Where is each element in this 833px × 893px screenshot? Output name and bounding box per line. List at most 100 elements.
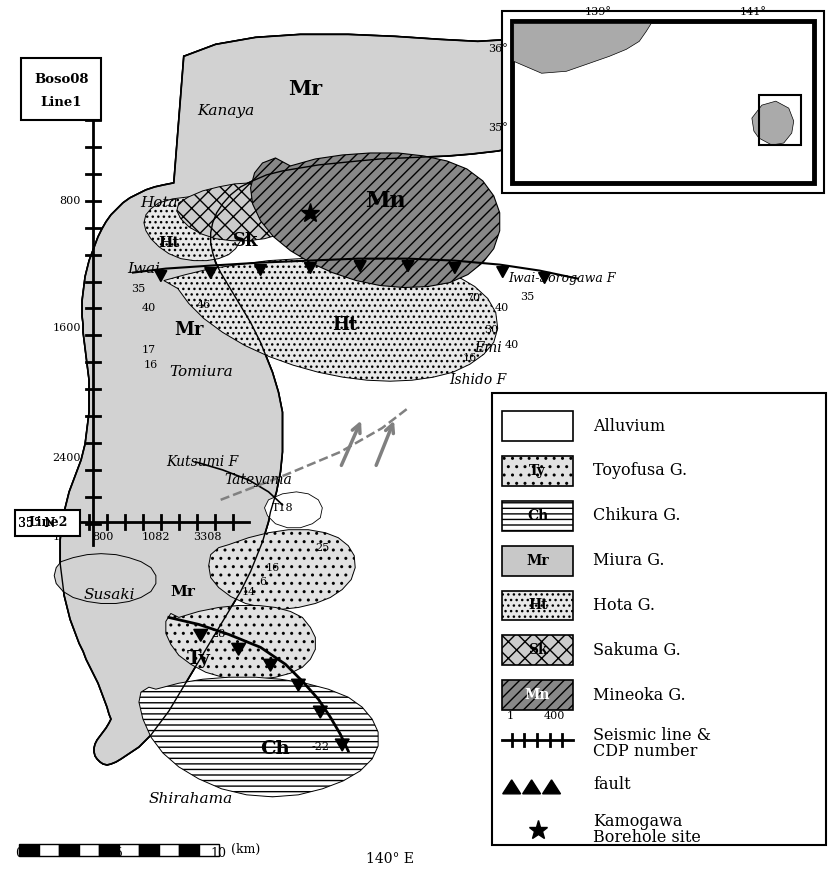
Polygon shape [354, 261, 367, 271]
Text: 35° N: 35° N [17, 517, 55, 530]
Text: Mr: Mr [174, 321, 203, 339]
Polygon shape [164, 256, 498, 381]
Bar [501, 411, 573, 441]
Text: 28: 28 [212, 630, 226, 639]
Text: Toyofusa G.: Toyofusa G. [593, 463, 687, 480]
Text: Hota G.: Hota G. [593, 597, 656, 614]
Polygon shape [304, 263, 317, 273]
Text: 16: 16 [266, 563, 280, 572]
Text: 1: 1 [74, 64, 81, 74]
Text: Iwai-Sorogawa F: Iwai-Sorogawa F [508, 272, 616, 285]
Text: Seismic line &: Seismic line & [593, 727, 711, 744]
Text: Ht: Ht [332, 316, 358, 334]
Text: 3308: 3308 [193, 531, 222, 542]
Text: Kamogawa: Kamogawa [593, 814, 683, 830]
Text: 141°: 141° [740, 7, 766, 18]
Text: (km): (km) [231, 843, 260, 856]
Text: Mr: Mr [288, 79, 322, 99]
Polygon shape [292, 680, 306, 691]
Polygon shape [139, 677, 378, 797]
Bar [501, 456, 573, 486]
Text: 30: 30 [485, 325, 499, 336]
Polygon shape [251, 153, 500, 288]
Polygon shape [402, 261, 414, 271]
Text: Miura G.: Miura G. [593, 552, 665, 569]
Text: 36°: 36° [488, 45, 507, 54]
Text: Iwai: Iwai [127, 262, 161, 276]
Text: 6: 6 [259, 577, 266, 587]
Text: Tomiura: Tomiura [169, 365, 232, 380]
Text: 0: 0 [15, 847, 23, 860]
Text: 40: 40 [505, 340, 519, 350]
Text: Mn: Mn [525, 689, 551, 702]
Text: Ht: Ht [158, 236, 180, 250]
Polygon shape [502, 780, 521, 794]
Text: 35: 35 [131, 284, 145, 294]
Text: Sakuma G.: Sakuma G. [593, 642, 681, 659]
Text: 35°: 35° [488, 123, 507, 133]
Text: 1: 1 [506, 711, 514, 721]
Text: Mn: Mn [365, 190, 406, 212]
Text: 800: 800 [92, 531, 114, 542]
Polygon shape [60, 34, 581, 765]
Text: 2400: 2400 [52, 453, 81, 463]
Text: Sk: Sk [232, 231, 258, 250]
Text: 35° N: 35° N [17, 517, 55, 530]
Text: 1: 1 [52, 531, 60, 542]
Polygon shape [514, 23, 651, 73]
Text: 10: 10 [211, 847, 227, 860]
Text: Sk: Sk [528, 643, 547, 657]
Text: 35: 35 [521, 291, 535, 302]
Polygon shape [449, 263, 461, 273]
Text: 16: 16 [462, 354, 477, 363]
Bar [119, 844, 139, 855]
Text: 40: 40 [495, 304, 509, 313]
Polygon shape [155, 271, 167, 281]
Text: fault: fault [593, 776, 631, 793]
Polygon shape [496, 267, 509, 278]
Bar [179, 844, 199, 855]
Text: Ht: Ht [528, 598, 547, 613]
Polygon shape [752, 101, 794, 145]
Text: Line2: Line2 [28, 516, 67, 530]
Text: 46: 46 [197, 300, 211, 311]
Text: T18: T18 [272, 503, 293, 513]
Polygon shape [542, 780, 561, 794]
Bar [511, 21, 814, 183]
Text: Chikura G.: Chikura G. [593, 507, 681, 524]
Text: Shirahama: Shirahama [148, 792, 233, 805]
Text: 70: 70 [466, 294, 480, 304]
Bar [22, 58, 101, 120]
Text: 140° E: 140° E [366, 852, 414, 865]
Bar [159, 844, 179, 855]
Text: Alluvium: Alluvium [593, 418, 666, 435]
Text: Kutsumi F: Kutsumi F [167, 455, 239, 469]
Bar [59, 844, 79, 855]
Text: 1082: 1082 [142, 531, 170, 542]
Text: Ishido F: Ishido F [449, 373, 506, 388]
Polygon shape [60, 34, 581, 765]
Bar [99, 844, 119, 855]
Text: Mineoka G.: Mineoka G. [593, 687, 686, 704]
Text: 5: 5 [115, 847, 123, 860]
Text: 40: 40 [142, 304, 156, 313]
Polygon shape [335, 739, 349, 751]
Text: 1600: 1600 [52, 323, 81, 333]
Text: Borehole site: Borehole site [593, 830, 701, 847]
Polygon shape [205, 268, 217, 279]
Text: Hota: Hota [140, 196, 177, 210]
Text: Ch: Ch [527, 509, 548, 522]
Bar [19, 844, 39, 855]
Text: Ch: Ch [261, 740, 291, 758]
Text: CDP number: CDP number [593, 744, 698, 761]
Polygon shape [522, 780, 541, 794]
Text: Mr: Mr [170, 585, 195, 598]
Bar [501, 546, 573, 576]
Polygon shape [232, 643, 246, 655]
Text: Susaki: Susaki [83, 588, 135, 602]
Text: Kanaya: Kanaya [197, 104, 254, 118]
Polygon shape [539, 272, 551, 284]
Bar [501, 501, 573, 530]
Bar [39, 844, 59, 855]
Bar [79, 844, 99, 855]
